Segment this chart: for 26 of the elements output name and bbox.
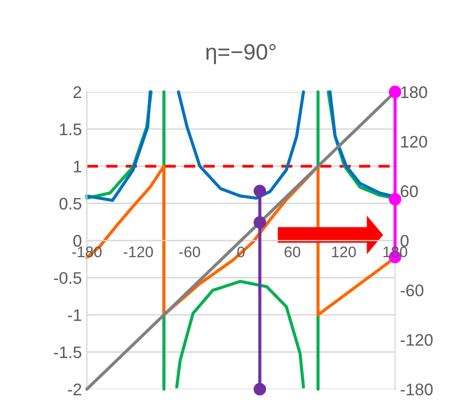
y2-tick-label: 60 [400,185,418,198]
y-tick-label: -1 [68,309,82,321]
x-tick-label: 60 [284,246,300,258]
y2-tick-label: -60 [400,284,424,296]
y-tick-label: 0 [73,234,82,247]
y2-tick-label: 120 [401,136,428,148]
x-tick-label: 120 [332,246,356,258]
point [254,216,266,229]
point [388,193,402,206]
point [254,184,266,198]
y-tick-label: -0.5 [54,272,82,284]
point [254,382,266,396]
y-tick-label: 1.5 [60,124,82,136]
point [388,86,402,98]
x-tick-label: -120 [124,246,153,258]
x-tick-label: -60 [179,246,200,258]
y2-tick-label: -120 [400,334,433,346]
y2-tick-label: -180 [400,384,433,396]
y-tick-label: 0.5 [59,198,82,210]
y-tick-label: -1.5 [54,346,82,358]
y2-tick-label: 0 [400,234,409,247]
y2-tick-label: 180 [401,86,428,98]
y-tick-label: 1 [74,160,82,172]
y-tick-label: -2 [68,384,82,396]
y-tick-label: 2 [74,86,82,98]
chart-title: η=−90° [206,44,276,64]
